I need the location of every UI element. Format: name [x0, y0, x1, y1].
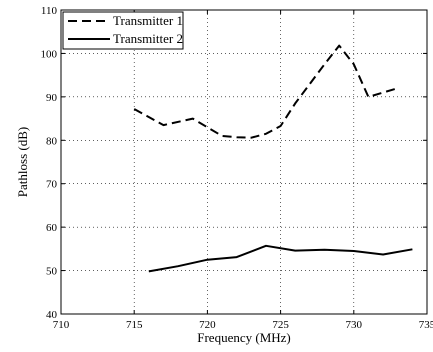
grid-layer [61, 10, 427, 314]
y-tick-label: 70 [46, 179, 58, 191]
series-line-transmitter-1 [134, 46, 398, 138]
y-tick-label: 60 [46, 222, 58, 234]
x-tick-label: 735 [419, 319, 433, 331]
plot-frame [61, 10, 427, 314]
legend-label-transmitter-2: Transmitter 2 [113, 31, 183, 46]
x-axis-label: Frequency (MHz) [197, 330, 291, 345]
y-tick-label: 40 [46, 309, 58, 321]
legend-label-transmitter-1: Transmitter 1 [113, 13, 183, 28]
x-tick-label: 730 [346, 319, 363, 331]
y-axis-label: Pathloss (dB) [15, 127, 30, 197]
y-tick-label: 100 [41, 48, 58, 60]
y-tick-label: 50 [46, 266, 58, 278]
x-tick-label: 715 [126, 319, 143, 331]
legend: Transmitter 1 Transmitter 2 [63, 12, 183, 49]
y-tick-label: 80 [46, 135, 58, 147]
y-tick-label: 90 [46, 92, 58, 104]
y-tick-label: 110 [41, 5, 58, 17]
series-layer [134, 46, 412, 272]
